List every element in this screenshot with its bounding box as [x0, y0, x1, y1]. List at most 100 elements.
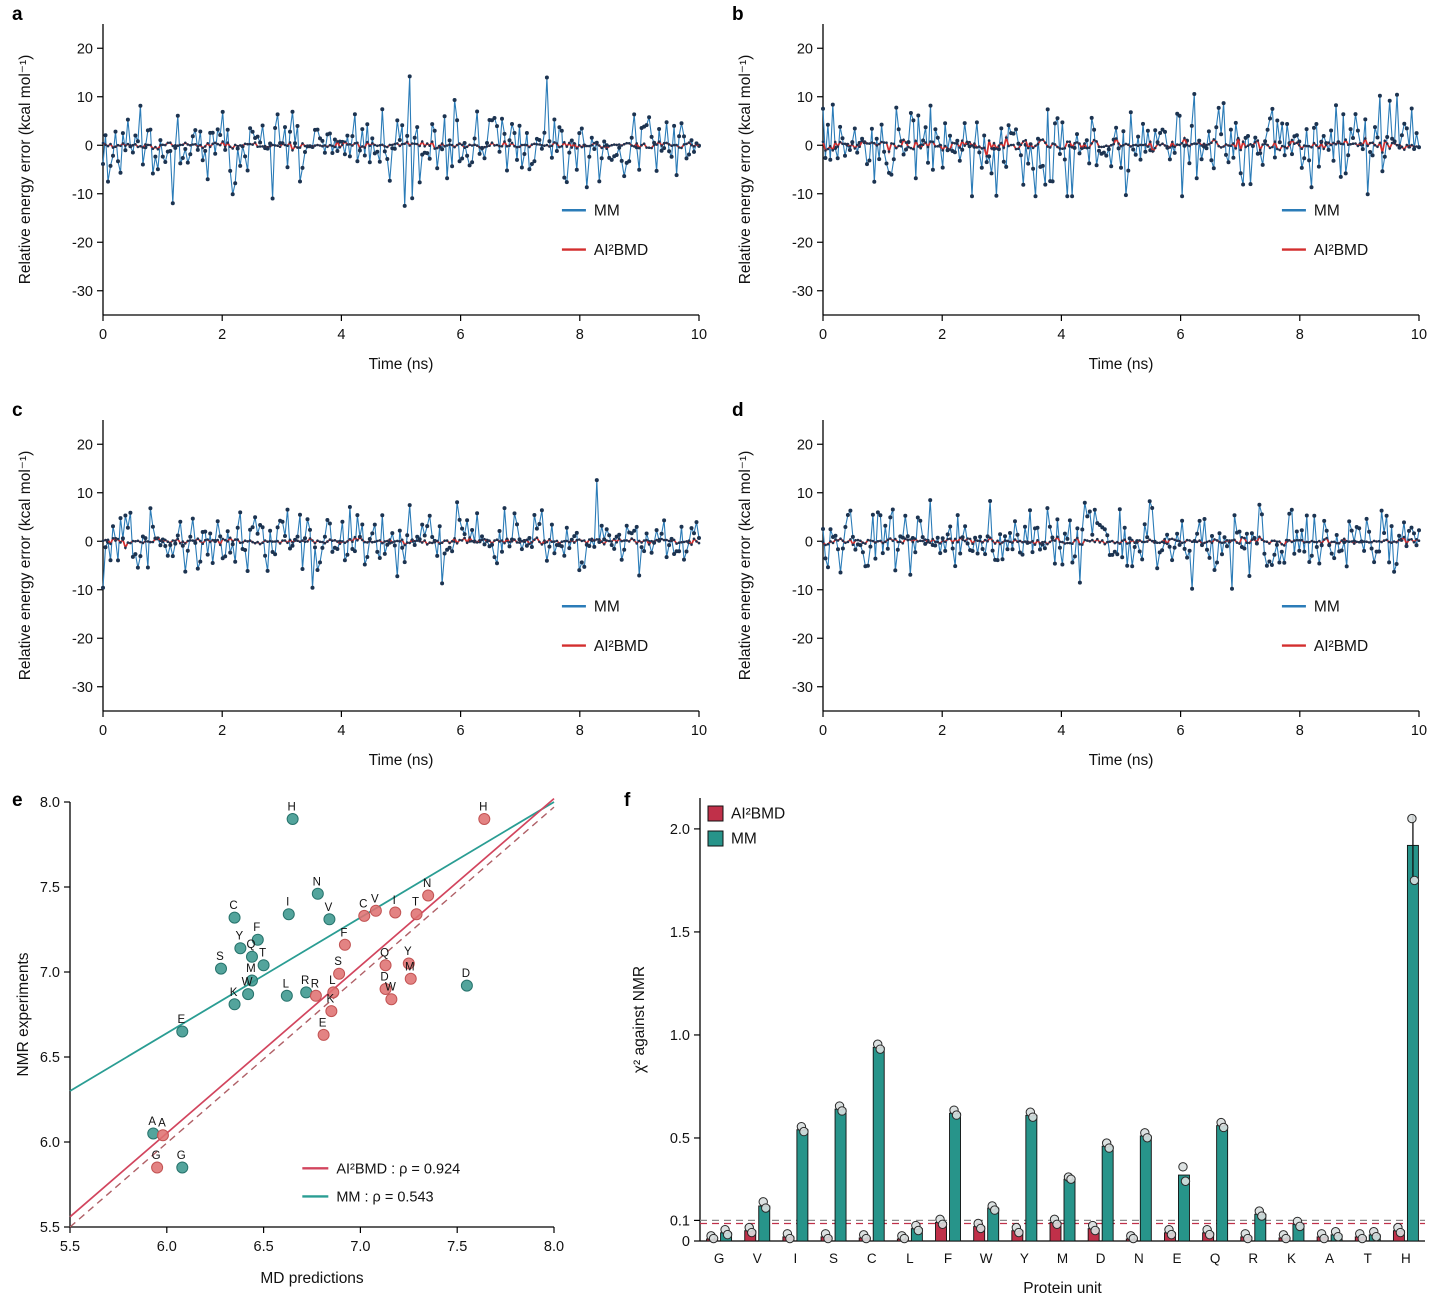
svg-text:K: K: [230, 987, 238, 999]
svg-text:Q: Q: [247, 939, 256, 951]
svg-text:6: 6: [1177, 327, 1185, 343]
svg-text:F: F: [253, 922, 260, 934]
svg-text:N: N: [313, 876, 321, 888]
svg-text:10: 10: [1411, 327, 1427, 343]
svg-text:Time (ns): Time (ns): [1089, 752, 1154, 769]
svg-text:Time (ns): Time (ns): [369, 356, 434, 373]
chart-svg-e: 5.5 6.0 6.5 7.0 7.5 8.0 5.5 6.0 6.5 7.0 7.5 8.0 MD p…: [15, 795, 564, 1287]
svg-text:NMR experiments: NMR experiments: [15, 952, 32, 1076]
line-chart-a: 20 10 0 -10 -20 -30 0 2 4 6 8 10 Time (ns) Relative e…: [8, 2, 713, 387]
svg-text:-30: -30: [72, 284, 93, 300]
svg-text:20: 20: [77, 437, 93, 453]
svg-text:20: 20: [77, 41, 93, 57]
panel-letter-c: c: [12, 400, 23, 421]
svg-text:E: E: [1172, 1251, 1181, 1266]
svg-text:-20: -20: [792, 631, 813, 647]
svg-text:6.0: 6.0: [157, 1239, 177, 1255]
svg-text:7.5: 7.5: [447, 1239, 467, 1255]
svg-text:6.5: 6.5: [40, 1050, 60, 1066]
svg-text:Relative energy error (kcal mo: Relative energy error (kcal mol⁻¹): [17, 451, 34, 681]
svg-text:N: N: [423, 878, 431, 890]
svg-text:V: V: [753, 1251, 762, 1266]
scatter-chart-e: 5.5 6.0 6.5 7.0 7.5 8.0 5.5 6.0 6.5 7.0 7.5 8.0 MD p…: [8, 788, 568, 1303]
svg-text:L: L: [283, 978, 290, 990]
svg-text:6: 6: [457, 723, 465, 739]
svg-text:-10: -10: [792, 583, 813, 599]
svg-text:S: S: [334, 956, 342, 968]
chart-svg-f: 0 0.1 0.5 1.0 1.5 2.0 χ² against NMR G V I S C L F W Y M…: [631, 798, 1425, 1297]
svg-text:AI²BMD: AI²BMD: [594, 638, 648, 655]
svg-text:4: 4: [337, 327, 345, 343]
svg-text:7.5: 7.5: [40, 880, 60, 896]
panel-d: d 20 10 0 -10 -20 -30 0 2 4 6 8 10 Time (ns) Relative…: [728, 398, 1433, 783]
panel-letter-a: a: [12, 4, 23, 25]
line-chart-b: 20 10 0 -10 -20 -30 0 2 4 6 8 10 Time (ns) Relative e…: [728, 2, 1433, 387]
chart-svg-c: 20 10 0 -10 -20 -30 0 2 4 6 8 10 Time (ns) Relative e…: [17, 420, 707, 769]
svg-text:χ² against NMR: χ² against NMR: [631, 966, 648, 1073]
svg-text:10: 10: [77, 90, 93, 106]
bar-chart-f: 0 0.1 0.5 1.0 1.5 2.0 χ² against NMR G V I S C L F W Y M…: [620, 788, 1435, 1303]
svg-text:AI²BMD: AI²BMD: [1314, 242, 1368, 259]
svg-text:D: D: [462, 968, 470, 980]
svg-text:8.0: 8.0: [40, 795, 60, 811]
svg-text:I: I: [286, 897, 289, 909]
svg-text:-20: -20: [72, 235, 93, 251]
svg-text:W: W: [385, 982, 396, 994]
svg-text:-10: -10: [72, 583, 93, 599]
svg-text:AI²BMD: AI²BMD: [594, 242, 648, 259]
svg-text:L: L: [329, 975, 336, 987]
svg-text:Time (ns): Time (ns): [1089, 356, 1154, 373]
panel-c: c 20 10 0 -10 -20 -30 0 2 4 6 8 10 Time (ns) Relative…: [8, 398, 713, 783]
svg-text:MM: MM: [594, 203, 620, 220]
svg-text:R: R: [311, 978, 319, 990]
panel-b: b 20 10 0 -10 -20 -30 0 2 4 6 8 10 Time (ns) Relative…: [728, 2, 1433, 387]
svg-text:0: 0: [85, 534, 93, 550]
svg-text:Q: Q: [1210, 1251, 1221, 1266]
svg-text:20: 20: [797, 41, 813, 57]
svg-text:-30: -30: [792, 680, 813, 696]
svg-text:F: F: [340, 927, 347, 939]
svg-text:AI²BMD: AI²BMD: [1314, 638, 1368, 655]
svg-text:-10: -10: [792, 187, 813, 203]
svg-text:1.5: 1.5: [670, 925, 690, 941]
svg-text:S: S: [829, 1251, 838, 1266]
chart-svg-a: 20 10 0 -10 -20 -30 0 2 4 6 8 10 Time (ns) Relative e…: [17, 24, 707, 373]
svg-text:2.0: 2.0: [670, 822, 690, 838]
svg-text:7.0: 7.0: [40, 965, 60, 981]
svg-text:Relative energy error (kcal mo: Relative energy error (kcal mol⁻¹): [737, 451, 754, 681]
svg-text:Y: Y: [404, 946, 412, 958]
svg-text:5.5: 5.5: [40, 1220, 60, 1236]
svg-text:0: 0: [99, 723, 107, 739]
svg-text:4: 4: [1057, 723, 1065, 739]
svg-text:0: 0: [99, 327, 107, 343]
svg-text:A: A: [148, 1116, 156, 1128]
svg-text:6: 6: [1177, 723, 1185, 739]
svg-text:T: T: [259, 948, 266, 960]
svg-text:10: 10: [691, 723, 707, 739]
svg-text:8: 8: [1296, 723, 1304, 739]
svg-text:T: T: [1364, 1251, 1372, 1266]
svg-text:Relative energy error (kcal mo: Relative energy error (kcal mol⁻¹): [17, 55, 34, 285]
svg-text:5.5: 5.5: [60, 1239, 80, 1255]
panel-f: f 0 0.1 0.5 1.0 1.5 2.0 χ² against NMR G V I S C L F W…: [620, 788, 1435, 1303]
svg-text:R: R: [301, 975, 309, 987]
svg-text:G: G: [152, 1150, 161, 1162]
svg-text:10: 10: [797, 486, 813, 502]
svg-text:0.1: 0.1: [670, 1213, 690, 1229]
svg-text:0: 0: [85, 138, 93, 154]
svg-text:7.0: 7.0: [350, 1239, 370, 1255]
svg-text:AI²BMD: AI²BMD: [731, 806, 785, 823]
svg-text:8: 8: [576, 327, 584, 343]
svg-text:MM: MM: [731, 831, 757, 848]
svg-text:10: 10: [1411, 723, 1427, 739]
svg-text:-30: -30: [792, 284, 813, 300]
svg-text:8.0: 8.0: [544, 1239, 564, 1255]
svg-text:MM: MM: [594, 599, 620, 616]
svg-text:10: 10: [797, 90, 813, 106]
svg-text:G: G: [177, 1150, 186, 1162]
svg-text:H: H: [287, 802, 295, 814]
svg-text:A: A: [1325, 1251, 1334, 1266]
svg-text:Y: Y: [1020, 1251, 1029, 1266]
svg-text:20: 20: [797, 437, 813, 453]
